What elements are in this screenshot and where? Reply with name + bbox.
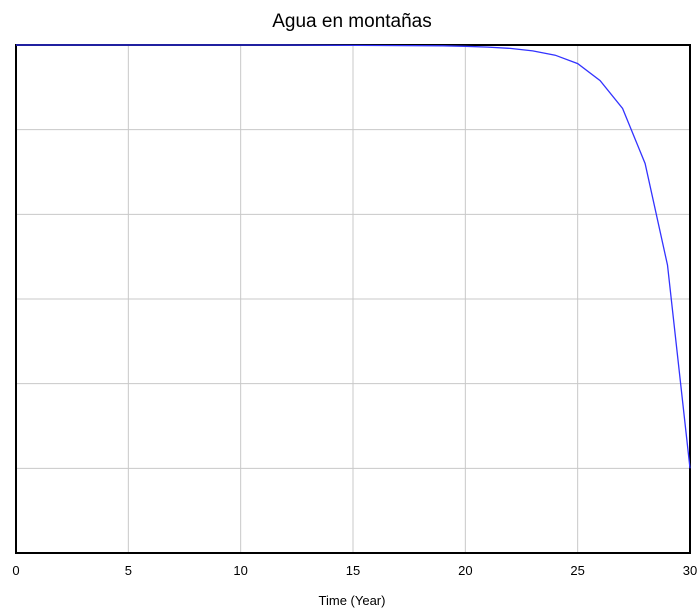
chart-title: Agua en montañas — [272, 11, 432, 32]
x-tick-label-20: 20 — [458, 563, 472, 578]
x-tick-label-25: 25 — [570, 563, 584, 578]
x-axis-ticks: 0 5 10 15 20 25 30 — [12, 563, 697, 578]
x-tick-label-0: 0 — [12, 563, 19, 578]
grid — [16, 45, 690, 553]
x-axis-label: Time (Year) — [319, 593, 386, 608]
x-tick-label-15: 15 — [346, 563, 360, 578]
x-tick-label-10: 10 — [233, 563, 247, 578]
x-tick-label-5: 5 — [125, 563, 132, 578]
series-line-0 — [16, 44, 691, 469]
x-tick-label-30: 30 — [683, 563, 697, 578]
series-group — [16, 44, 691, 469]
